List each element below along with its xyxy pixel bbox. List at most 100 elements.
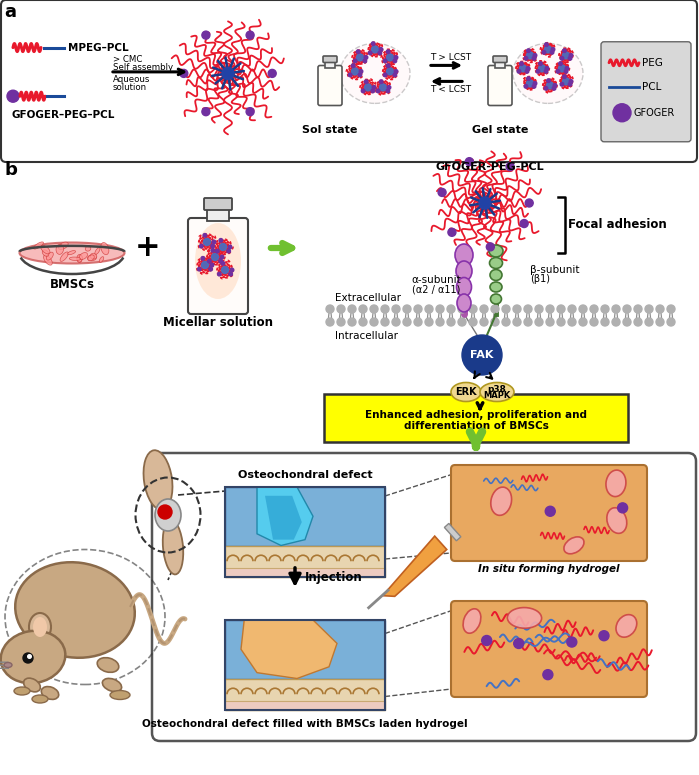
Circle shape bbox=[519, 62, 524, 65]
Circle shape bbox=[482, 636, 491, 646]
Circle shape bbox=[158, 505, 172, 519]
Text: Intracellular: Intracellular bbox=[335, 331, 398, 341]
Circle shape bbox=[210, 264, 214, 267]
Circle shape bbox=[387, 68, 394, 75]
Text: solution: solution bbox=[113, 84, 147, 92]
Ellipse shape bbox=[24, 678, 41, 692]
Circle shape bbox=[563, 52, 570, 59]
Circle shape bbox=[364, 56, 368, 59]
Circle shape bbox=[199, 244, 203, 248]
Circle shape bbox=[378, 51, 382, 55]
Circle shape bbox=[458, 318, 466, 326]
Ellipse shape bbox=[88, 255, 94, 260]
Circle shape bbox=[448, 229, 456, 236]
Circle shape bbox=[535, 305, 543, 313]
Ellipse shape bbox=[155, 499, 181, 531]
Circle shape bbox=[268, 70, 276, 78]
Ellipse shape bbox=[143, 450, 173, 510]
Circle shape bbox=[519, 65, 526, 72]
Circle shape bbox=[539, 62, 542, 65]
Circle shape bbox=[219, 243, 226, 250]
Circle shape bbox=[569, 53, 572, 57]
Circle shape bbox=[221, 261, 224, 265]
Circle shape bbox=[393, 59, 396, 63]
Bar bbox=[207, 209, 229, 221]
Circle shape bbox=[202, 108, 210, 115]
Ellipse shape bbox=[32, 695, 48, 703]
Ellipse shape bbox=[29, 613, 51, 641]
Circle shape bbox=[552, 47, 555, 51]
Circle shape bbox=[359, 318, 367, 326]
Circle shape bbox=[380, 80, 383, 84]
Polygon shape bbox=[241, 620, 337, 678]
Circle shape bbox=[383, 73, 387, 77]
Ellipse shape bbox=[97, 658, 119, 673]
Circle shape bbox=[612, 305, 620, 313]
Ellipse shape bbox=[1, 631, 65, 684]
Circle shape bbox=[613, 104, 631, 122]
Ellipse shape bbox=[102, 678, 122, 691]
Circle shape bbox=[563, 78, 570, 85]
Circle shape bbox=[533, 53, 537, 57]
Ellipse shape bbox=[457, 294, 471, 312]
Ellipse shape bbox=[90, 253, 96, 259]
Circle shape bbox=[469, 318, 477, 326]
Circle shape bbox=[579, 305, 587, 313]
Ellipse shape bbox=[78, 255, 82, 263]
Ellipse shape bbox=[455, 244, 473, 266]
Circle shape bbox=[201, 257, 205, 260]
Circle shape bbox=[436, 318, 444, 326]
Circle shape bbox=[526, 77, 531, 81]
Circle shape bbox=[559, 65, 565, 72]
Circle shape bbox=[228, 245, 232, 249]
Circle shape bbox=[565, 67, 569, 71]
Ellipse shape bbox=[46, 252, 53, 260]
Text: ERK: ERK bbox=[455, 387, 477, 397]
Circle shape bbox=[553, 84, 557, 88]
Circle shape bbox=[545, 43, 548, 46]
Bar bbox=[225, 487, 385, 546]
Text: BMSCs: BMSCs bbox=[50, 278, 94, 291]
Circle shape bbox=[326, 305, 334, 313]
Circle shape bbox=[601, 305, 609, 313]
Ellipse shape bbox=[607, 508, 627, 533]
Circle shape bbox=[229, 272, 233, 276]
Text: MAPK: MAPK bbox=[484, 391, 511, 401]
Ellipse shape bbox=[60, 252, 69, 261]
Ellipse shape bbox=[34, 242, 43, 249]
Circle shape bbox=[569, 80, 572, 83]
Ellipse shape bbox=[15, 562, 135, 658]
Circle shape bbox=[599, 631, 609, 641]
Circle shape bbox=[535, 318, 543, 326]
Circle shape bbox=[379, 47, 383, 51]
Circle shape bbox=[623, 305, 631, 313]
Ellipse shape bbox=[564, 537, 584, 554]
Circle shape bbox=[590, 305, 598, 313]
Circle shape bbox=[383, 59, 387, 63]
Bar bbox=[225, 546, 385, 577]
Circle shape bbox=[623, 318, 631, 326]
Ellipse shape bbox=[99, 257, 103, 263]
Circle shape bbox=[219, 260, 222, 263]
Circle shape bbox=[543, 670, 553, 680]
Circle shape bbox=[458, 305, 466, 313]
Circle shape bbox=[208, 260, 211, 263]
Circle shape bbox=[198, 267, 201, 271]
Circle shape bbox=[394, 70, 398, 73]
Bar bbox=[225, 487, 385, 577]
Circle shape bbox=[354, 59, 357, 63]
Ellipse shape bbox=[41, 246, 50, 254]
Circle shape bbox=[568, 57, 572, 60]
Ellipse shape bbox=[79, 253, 87, 260]
Text: GFOGER-PEG-PCL: GFOGER-PEG-PCL bbox=[435, 162, 545, 172]
Circle shape bbox=[502, 305, 510, 313]
Text: MPEG–PCL: MPEG–PCL bbox=[68, 43, 129, 53]
Circle shape bbox=[590, 318, 598, 326]
FancyBboxPatch shape bbox=[451, 601, 647, 697]
Text: GFOGER–PEG–PCL: GFOGER–PEG–PCL bbox=[12, 110, 115, 120]
Circle shape bbox=[387, 85, 391, 89]
Polygon shape bbox=[382, 536, 447, 596]
Ellipse shape bbox=[489, 257, 503, 268]
Ellipse shape bbox=[490, 282, 502, 292]
Circle shape bbox=[211, 244, 215, 248]
